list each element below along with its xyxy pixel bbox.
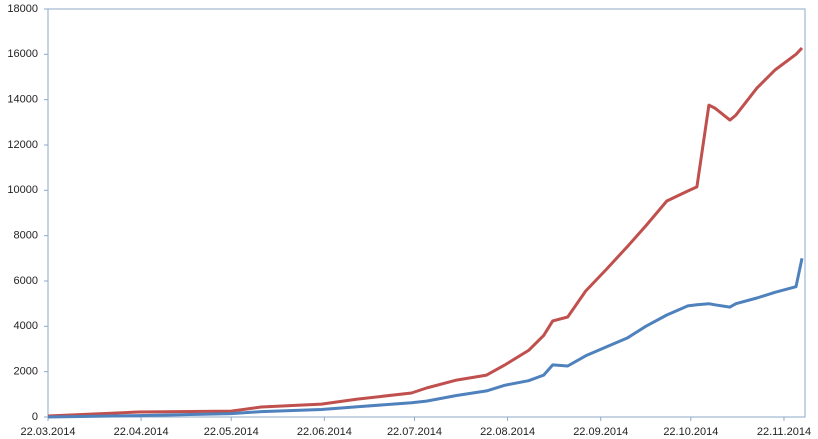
y-tick-label: 18000 <box>7 3 38 15</box>
y-tick-label: 12000 <box>7 139 38 151</box>
series-line <box>47 46 804 418</box>
y-tick-label: 10000 <box>7 184 38 196</box>
y-tick-label: 14000 <box>7 94 38 106</box>
y-tick-label: 4000 <box>14 320 38 332</box>
y-tick-label: 0 <box>32 411 38 423</box>
x-tick-label: 22.05.2014 <box>204 426 259 438</box>
plot-area <box>47 8 806 418</box>
x-tick-label: 22.10.2014 <box>663 426 718 438</box>
y-tick-label: 16000 <box>7 48 38 60</box>
x-tick-label: 22.06.2014 <box>297 426 352 438</box>
x-tick-label: 22.07.2014 <box>387 426 442 438</box>
y-tick-label: 8000 <box>14 230 38 242</box>
x-tick-label: 22.04.2014 <box>114 426 169 438</box>
series-line <box>47 257 804 419</box>
x-tick-label: 22.11.2014 <box>757 426 811 438</box>
y-tick-label: 6000 <box>14 275 38 287</box>
y-tick-label: 2000 <box>14 366 38 378</box>
x-tick-label: 22.03.2014 <box>20 426 75 438</box>
x-tick-label: 22.09.2014 <box>573 426 628 438</box>
x-tick-label: 22.08.2014 <box>480 426 535 438</box>
